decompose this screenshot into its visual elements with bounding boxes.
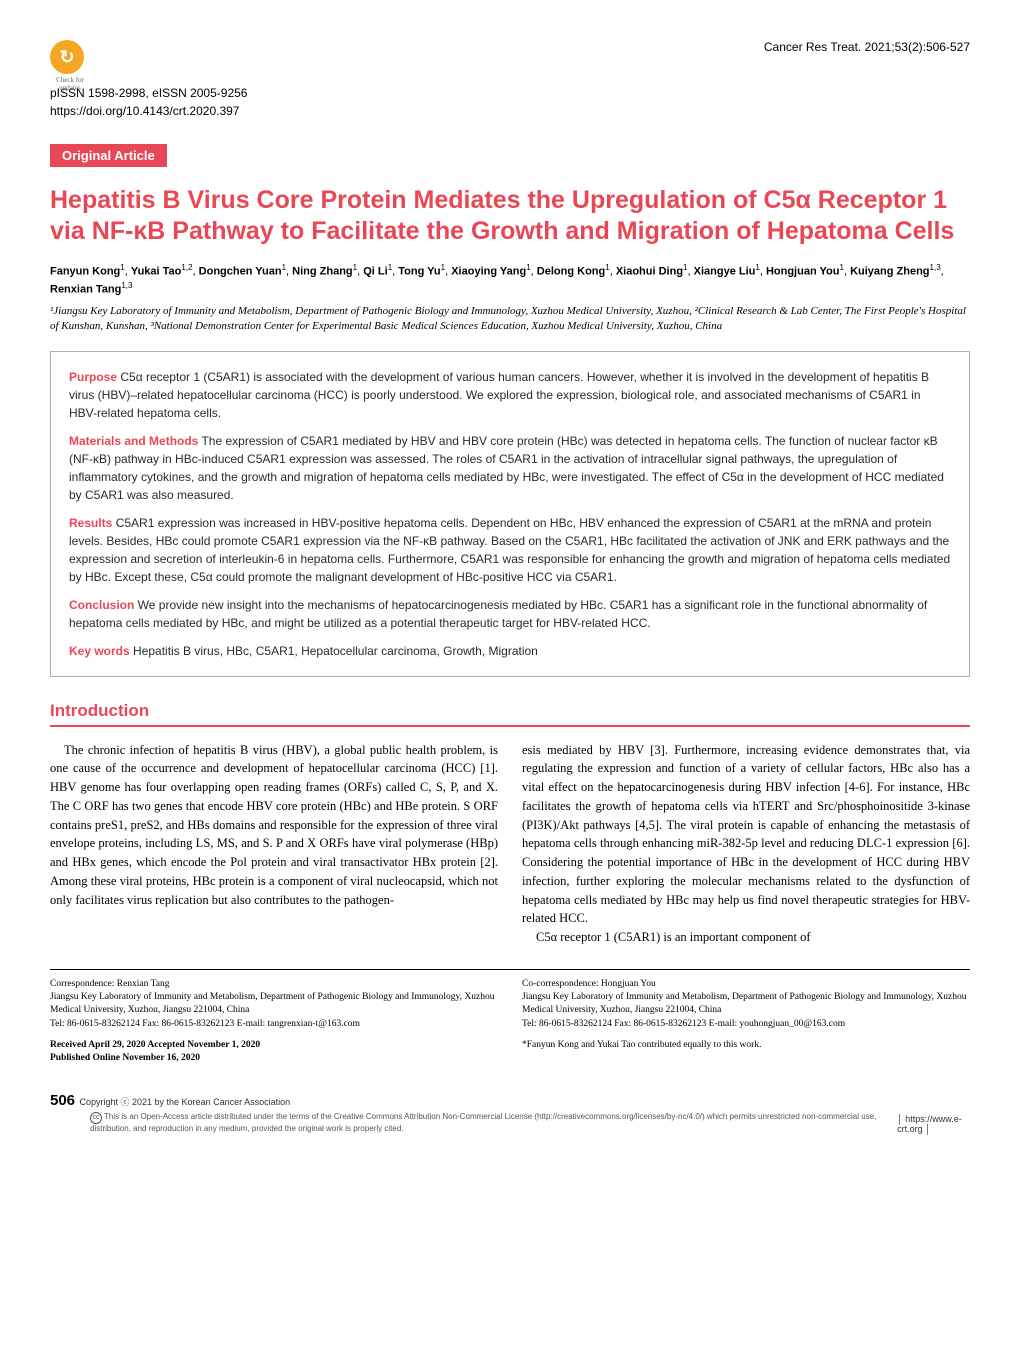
abstract-box: Purpose C5α receptor 1 (C5AR1) is associ… [50,351,970,677]
equal-contribution: *Fanyun Kong and Yukai Tao contributed e… [522,1039,970,1052]
corr1-contact: Tel: 86-0615-83262124 Fax: 86-0615-83262… [50,1019,360,1029]
corr2-contact: Tel: 86-0615-83262124 Fax: 86-0615-83262… [522,1019,845,1029]
received-line: Received April 29, 2020 Accepted Novembe… [50,1040,260,1050]
footer-column-left: Correspondence: Renxian Tang Jiangsu Key… [50,978,498,1074]
cc-icon: cc [90,1112,102,1124]
abstract-keywords: Key words Hepatitis B virus, HBc, C5AR1,… [69,642,951,660]
keywords-text: Hepatitis B virus, HBc, C5AR1, Hepatocel… [130,644,538,658]
purpose-label: Purpose [69,370,117,384]
correspondence-1: Correspondence: Renxian Tang Jiangsu Key… [50,978,498,1031]
article-type-badge: Original Article [50,144,167,167]
abstract-purpose: Purpose C5α receptor 1 (C5AR1) is associ… [69,368,951,422]
body-column-left: The chronic infection of hepatitis B vir… [50,741,498,947]
doi-text[interactable]: https://doi.org/10.4143/crt.2020.397 [50,104,247,118]
conclusion-text: We provide new insight into the mechanis… [69,598,927,630]
footer-column-right: Co-correspondence: Hongjuan You Jiangsu … [522,978,970,1074]
crossmark-icon: ↻ [50,40,84,74]
footer-left: 506 Copyright ⓒ 2021 by the Korean Cance… [50,1092,897,1134]
authors-list: Fanyun Kong1, Yukai Tao1,2, Dongchen Yua… [50,262,970,298]
conclusion-label: Conclusion [69,598,134,612]
keywords-label: Key words [69,644,130,658]
intro-paragraph-2: C5α receptor 1 (C5AR1) is an important c… [522,928,970,947]
website-link[interactable]: │ https://www.e-crt.org │ [897,1114,970,1134]
intro-paragraph-1-cont: esis mediated by HBV [3]. Furthermore, i… [522,741,970,929]
license-text: ccThis is an Open-Access article distrib… [50,1112,897,1134]
dates-info: Received April 29, 2020 Accepted Novembe… [50,1039,498,1066]
results-label: Results [69,516,112,530]
journal-header: ↻ Check for updates pISSN 1598-2998, eIS… [50,40,970,118]
affiliations-text: ¹Jiangsu Key Laboratory of Immunity and … [50,304,970,335]
article-title: Hepatitis B Virus Core Protein Mediates … [50,185,970,248]
intro-paragraph-1: The chronic infection of hepatitis B vir… [50,741,498,910]
abstract-methods: Materials and Methods The expression of … [69,432,951,504]
journal-info-left: ↻ Check for updates pISSN 1598-2998, eIS… [50,40,247,118]
corr2-name: Co-correspondence: Hongjuan You [522,979,656,989]
corr1-addr: Jiangsu Key Laboratory of Immunity and M… [50,992,494,1015]
footer-columns: Correspondence: Renxian Tang Jiangsu Key… [50,978,970,1074]
corr2-addr: Jiangsu Key Laboratory of Immunity and M… [522,992,966,1015]
correspondence-2: Co-correspondence: Hongjuan You Jiangsu … [522,978,970,1031]
published-line: Published Online November 16, 2020 [50,1053,200,1063]
methods-text: The expression of C5AR1 mediated by HBV … [69,434,944,502]
citation-text: Cancer Res Treat. 2021;53(2):506-527 [764,40,970,54]
page-number: 506 [50,1092,75,1109]
license-body: This is an Open-Access article distribut… [90,1112,876,1133]
purpose-text: C5α receptor 1 (C5AR1) is associated wit… [69,370,929,420]
abstract-conclusion: Conclusion We provide new insight into t… [69,596,951,632]
body-two-columns: The chronic infection of hepatitis B vir… [50,741,970,947]
page-footer: 506 Copyright ⓒ 2021 by the Korean Cance… [50,1092,970,1134]
abstract-results: Results C5AR1 expression was increased i… [69,514,951,586]
footer-separator [50,969,970,970]
corr1-name: Correspondence: Renxian Tang [50,979,169,989]
check-updates-icon[interactable]: ↻ Check for updates [50,40,90,80]
results-text: C5AR1 expression was increased in HBV-po… [69,516,950,584]
copyright-text: Copyright ⓒ 2021 by the Korean Cancer As… [79,1097,290,1107]
check-updates-label: Check for updates [50,76,90,92]
body-column-right: esis mediated by HBV [3]. Furthermore, i… [522,741,970,947]
methods-label: Materials and Methods [69,434,198,448]
introduction-heading: Introduction [50,701,970,727]
